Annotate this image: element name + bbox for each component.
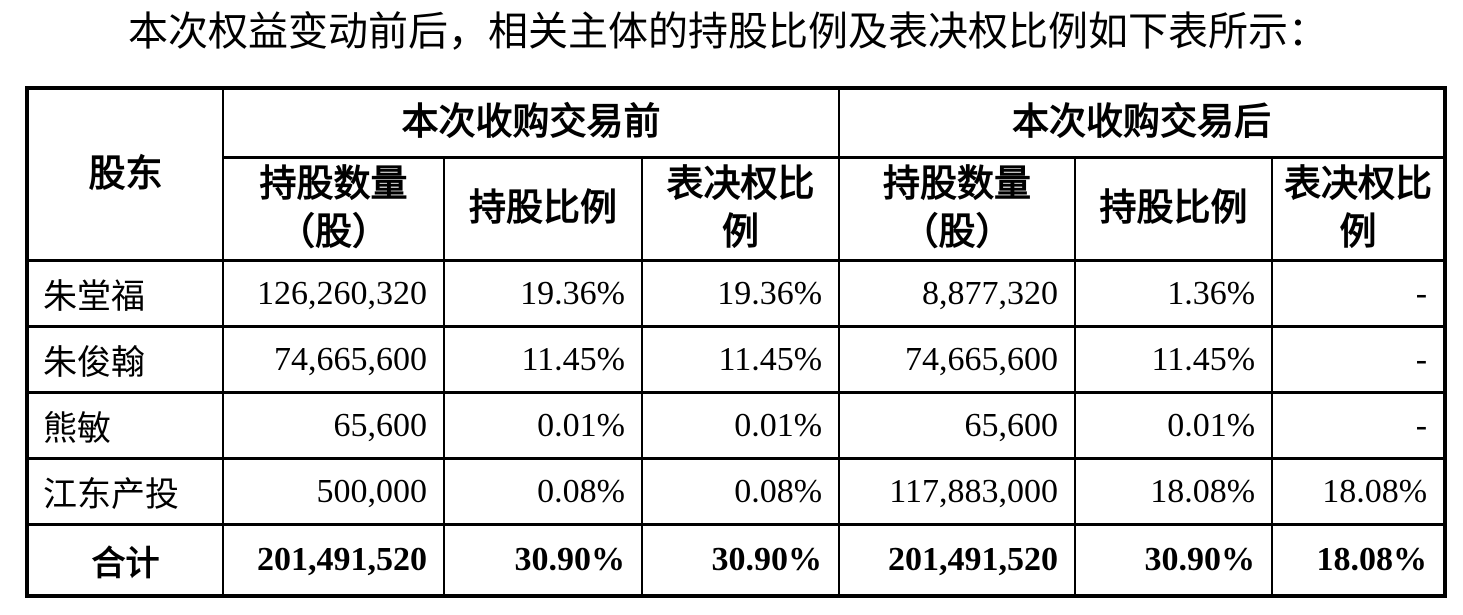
table-header: 股东 本次收购交易前 本次收购交易后 持股数量 （股） 持股比例 表决权比 例 … (26, 86, 1447, 263)
doc-title: 本次权益变动前后，相关主体的持股比例及表决权比例如下表所示： (128, 9, 1328, 54)
cell-after-shares: 201,491,520 (838, 523, 1077, 598)
cell-shareholder-name: 朱俊翰 (26, 325, 224, 395)
table-row: 熊敏 65,600 0.01% 0.01% 65,600 0.01% - (26, 391, 1447, 461)
table-row: 朱堂福 126,260,320 19.36% 19.36% 8,877,320 … (26, 259, 1447, 329)
header-after-shares-line1: 持股数量 (883, 164, 1032, 205)
header-before-shares-line1: 持股数量 (259, 164, 408, 205)
cell-after-ratio: 18.08% (1074, 457, 1274, 527)
cell-shareholder-name: 江东产投 (26, 457, 224, 527)
total-row: 合计 201,491,520 30.90% 30.90% 201,491,520… (26, 523, 1447, 598)
header-after-shares-line2: （股） (901, 212, 1013, 254)
header-group-after: 本次收购交易后 (838, 86, 1447, 159)
header-after-voting-line2: 例 (1339, 212, 1377, 254)
table-row: 朱俊翰 74,665,600 11.45% 11.45% 74,665,600 … (26, 325, 1447, 395)
cell-before-shares: 126,260,320 (222, 259, 445, 329)
table-body: 朱堂福 126,260,320 19.36% 19.36% 8,877,320 … (26, 259, 1447, 598)
cell-shareholder-name: 熊敏 (26, 391, 224, 461)
cell-before-shares: 500,000 (222, 457, 445, 527)
header-before-shares-line2: （股） (278, 212, 389, 254)
cell-after-shares: 117,883,000 (838, 457, 1077, 527)
cell-after-voting: 18.08% (1271, 457, 1447, 527)
header-after-voting-line1: 表决权比 (1284, 164, 1433, 205)
cell-before-voting: 19.36% (640, 259, 841, 329)
cell-after-voting: - (1271, 259, 1447, 329)
cell-before-shares: 65,600 (222, 391, 445, 461)
cell-before-shares: 74,665,600 (222, 325, 445, 395)
cell-before-voting: 0.08% (640, 457, 841, 527)
cell-before-ratio: 19.36% (443, 259, 643, 329)
table-row: 江东产投 500,000 0.08% 0.08% 117,883,000 18.… (26, 457, 1447, 527)
cell-after-voting: - (1271, 325, 1447, 395)
header-after-ratio: 持股比例 (1074, 155, 1274, 263)
header-before-shares: 持股数量 （股） (222, 155, 445, 263)
header-before-voting-line2: 例 (722, 212, 760, 254)
cell-after-ratio: 0.01% (1074, 391, 1274, 461)
header-before-voting-line1: 表决权比 (666, 164, 815, 205)
cell-before-voting: 0.01% (640, 391, 841, 461)
cell-after-ratio: 30.90% (1074, 523, 1274, 598)
cell-after-shares: 74,665,600 (838, 325, 1077, 395)
cell-after-ratio: 11.45% (1074, 325, 1274, 395)
cell-before-shares: 201,491,520 (222, 523, 445, 598)
header-before-voting: 表决权比 例 (640, 155, 841, 263)
cell-shareholder-name: 朱堂福 (26, 259, 224, 329)
cell-total-label: 合计 (26, 523, 224, 598)
cell-before-ratio: 0.01% (443, 391, 643, 461)
header-group-before: 本次收购交易前 (221, 86, 841, 159)
cell-before-voting: 30.90% (640, 523, 841, 598)
header-after-voting: 表决权比 例 (1271, 155, 1447, 263)
cell-before-ratio: 30.90% (443, 523, 643, 598)
header-shareholder: 股东 (26, 86, 224, 263)
cell-before-ratio: 11.45% (443, 325, 643, 395)
cell-after-voting: 18.08% (1271, 523, 1447, 598)
cell-after-shares: 8,877,320 (838, 259, 1077, 329)
shareholding-table: 股东 本次收购交易前 本次收购交易后 持股数量 （股） 持股比例 表决权比 例 … (25, 86, 1448, 599)
header-before-ratio: 持股比例 (443, 155, 643, 263)
group-header-row: 股东 本次收购交易前 本次收购交易后 (26, 86, 1447, 263)
cell-before-ratio: 0.08% (443, 457, 643, 527)
sub-header-row: 持股数量 （股） 持股比例 表决权比 例 持股数量 （股） 持股比例 表决权比 … (27, 155, 1447, 263)
header-after-shares: 持股数量 （股） (838, 155, 1077, 263)
cell-before-voting: 11.45% (640, 325, 841, 395)
cell-after-ratio: 1.36% (1074, 259, 1274, 329)
cell-after-voting: - (1271, 391, 1447, 461)
cell-after-shares: 65,600 (838, 391, 1077, 461)
